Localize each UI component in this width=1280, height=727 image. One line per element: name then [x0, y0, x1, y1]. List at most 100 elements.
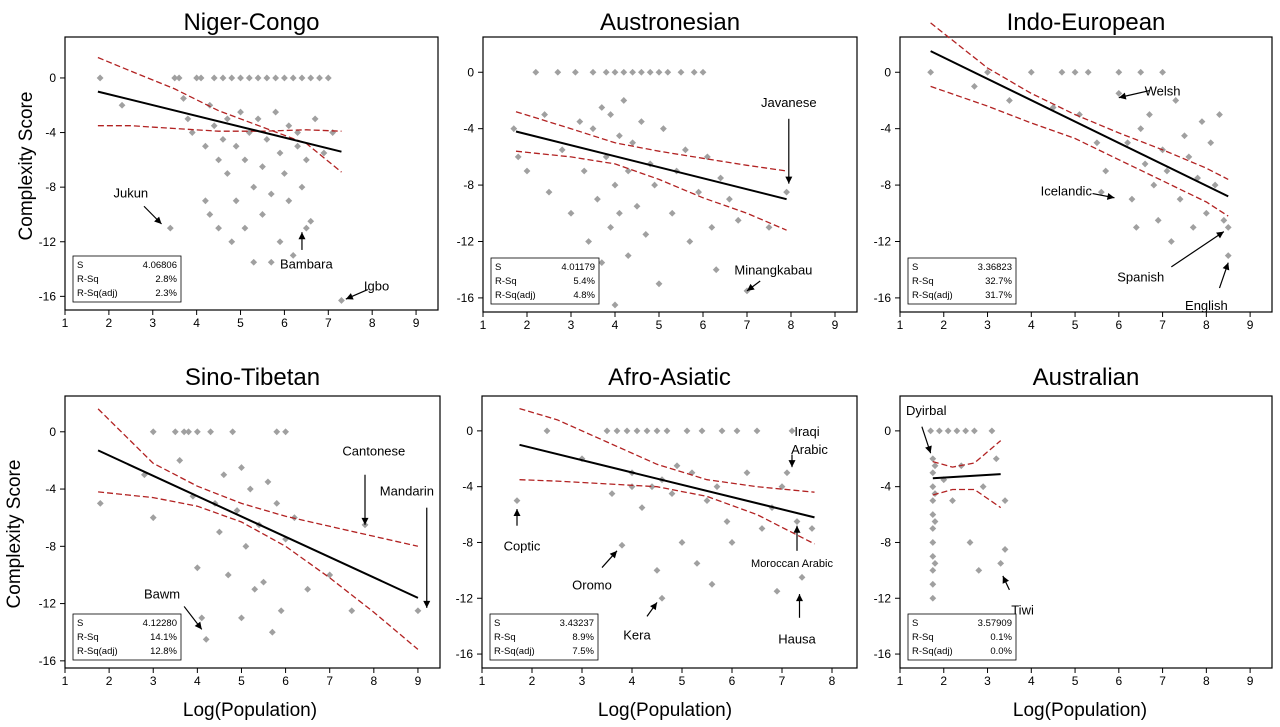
data-point [273, 428, 281, 436]
data-point [276, 238, 284, 246]
data-point [298, 74, 306, 82]
stats-value: 3.43237 [560, 618, 594, 629]
data-point [242, 542, 250, 550]
data-point [307, 217, 315, 225]
data-point [1146, 111, 1153, 118]
annotation-label: Javanese [761, 95, 817, 110]
data-point [1124, 139, 1131, 147]
y-tick-label: -8 [463, 178, 474, 192]
annotation-label: Minangkabau [734, 263, 812, 278]
data-point [541, 111, 548, 118]
fit-line [97, 449, 419, 599]
data-point [202, 142, 209, 150]
data-point [753, 427, 761, 435]
data-point [185, 428, 192, 436]
data-point [607, 223, 614, 231]
data-point [698, 427, 706, 435]
data-point [543, 427, 551, 435]
y-tick-label: -8 [880, 535, 891, 549]
data-point [718, 427, 726, 435]
x-tick-label: 4 [1028, 318, 1035, 332]
y-tick-label: -4 [880, 480, 891, 494]
y-tick-label: -16 [39, 289, 57, 303]
data-point [558, 146, 566, 154]
data-point [219, 74, 227, 82]
data-point [693, 559, 701, 567]
data-point [311, 115, 319, 123]
x-tick-label: 7 [326, 674, 333, 688]
ci-upper-line [932, 440, 1002, 468]
data-point [273, 499, 281, 507]
data-point [532, 68, 540, 76]
panels-group: Niger-Congo 1 2 3 4 5 6 7 8 9 0 -4 -8 -12 -16 Jukun Bamb… [39, 9, 1273, 688]
data-point [268, 628, 276, 636]
data-point [603, 427, 611, 435]
data-point [620, 97, 628, 104]
panel-title: Austronesian [600, 9, 740, 36]
data-point [338, 297, 345, 304]
y-tick-label: 0 [467, 65, 474, 79]
x-tick-label: 8 [1203, 674, 1210, 688]
stats-key: R-Sq [494, 632, 516, 643]
annotation-arrow-head [513, 508, 521, 516]
x-tick-label: 3 [568, 318, 575, 332]
data-point [210, 74, 218, 82]
y-tick-label: -12 [39, 235, 57, 249]
x-tick-label: 5 [679, 674, 686, 688]
annotation-label: Icelandic [1041, 184, 1093, 199]
data-point [229, 428, 237, 436]
data-point [193, 564, 201, 572]
panel-4: Sino-Tibetan 1 2 3 4 5 6 7 8 9 0 -4 -8 -12 -16 Bawm Cant… [39, 364, 441, 688]
data-point [929, 580, 937, 588]
data-point [215, 224, 222, 232]
stats-box [907, 257, 1017, 305]
x-tick-label: 8 [369, 316, 376, 330]
panel-title: Australian [1033, 364, 1140, 391]
stats-key: S [77, 260, 83, 271]
data-point [638, 504, 646, 511]
stats-value: 7.5% [572, 646, 594, 657]
data-point [589, 68, 597, 76]
stats-value: 0.1% [990, 632, 1012, 643]
annotation-label: Coptic [504, 538, 541, 553]
data-point [316, 74, 323, 82]
data-point [238, 614, 245, 622]
stats-key: S [77, 618, 83, 629]
data-point [1115, 68, 1123, 76]
annotation-arrow-head [1106, 193, 1115, 200]
y-tick-label: -12 [874, 234, 892, 248]
data-point [708, 580, 716, 588]
data-point [633, 427, 641, 435]
fit-line [519, 443, 815, 519]
data-point [281, 170, 288, 177]
y-tick-label: -8 [462, 535, 473, 549]
data-point [678, 539, 686, 546]
data-point [1132, 223, 1140, 231]
x-tick-label: 1 [480, 318, 487, 332]
data-point [734, 216, 742, 224]
stats-key: R-Sq(adj) [77, 646, 118, 657]
data-point [690, 68, 698, 76]
data-point [773, 587, 781, 595]
data-point [1084, 68, 1092, 76]
data-point [642, 231, 650, 238]
x-tick-label: 6 [729, 674, 736, 688]
data-point [1198, 118, 1206, 126]
data-point [572, 68, 579, 76]
data-point [289, 252, 297, 259]
data-point [638, 68, 645, 76]
data-point [1150, 181, 1158, 189]
data-point [723, 518, 731, 525]
x-axis-label-middle: Log(Population) [598, 700, 732, 721]
data-point [1071, 68, 1079, 76]
data-point [254, 115, 262, 123]
annotation-arrow-head [1118, 92, 1127, 100]
x-tick-label: 3 [579, 674, 586, 688]
data-point [259, 211, 266, 218]
data-point [1006, 97, 1013, 104]
x-tick-label: 7 [779, 674, 786, 688]
ci-upper-line [97, 408, 419, 547]
y-tick-label: -8 [45, 539, 56, 553]
data-point [929, 469, 937, 477]
data-point [1181, 132, 1188, 140]
